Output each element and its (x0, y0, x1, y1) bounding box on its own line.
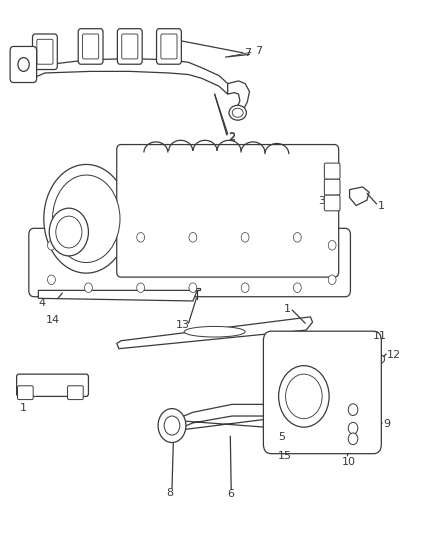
Polygon shape (28, 59, 228, 94)
Text: 8: 8 (166, 488, 173, 498)
Circle shape (189, 232, 197, 242)
Text: 11: 11 (373, 332, 387, 342)
FancyBboxPatch shape (117, 144, 339, 277)
Polygon shape (363, 340, 368, 349)
Circle shape (56, 216, 82, 248)
Circle shape (286, 374, 322, 419)
Text: 2: 2 (229, 132, 236, 142)
Text: 15: 15 (278, 451, 292, 462)
Text: 1: 1 (284, 304, 291, 314)
Polygon shape (173, 405, 279, 431)
FancyBboxPatch shape (78, 29, 103, 64)
Circle shape (279, 366, 329, 427)
Polygon shape (350, 187, 369, 206)
Circle shape (241, 232, 249, 242)
Text: 4: 4 (39, 297, 46, 308)
FancyBboxPatch shape (67, 386, 83, 400)
FancyBboxPatch shape (17, 374, 88, 397)
FancyBboxPatch shape (324, 179, 340, 195)
Text: 13: 13 (176, 320, 190, 330)
FancyBboxPatch shape (18, 386, 33, 400)
Circle shape (18, 58, 29, 71)
Text: 5: 5 (278, 432, 285, 442)
Text: 1: 1 (20, 402, 27, 413)
Circle shape (328, 240, 336, 250)
Text: 1: 1 (378, 200, 385, 211)
Polygon shape (117, 317, 313, 349)
Circle shape (47, 275, 55, 285)
Ellipse shape (184, 326, 245, 337)
FancyBboxPatch shape (156, 29, 181, 64)
Text: 14: 14 (46, 314, 60, 325)
Text: 6: 6 (228, 489, 235, 499)
Circle shape (348, 433, 358, 445)
Polygon shape (39, 290, 197, 301)
Text: 12: 12 (387, 350, 401, 360)
Polygon shape (228, 81, 250, 114)
Circle shape (348, 404, 358, 416)
FancyBboxPatch shape (32, 34, 57, 69)
Polygon shape (371, 354, 385, 363)
Circle shape (293, 283, 301, 293)
Circle shape (158, 409, 186, 442)
Text: 10: 10 (342, 457, 356, 466)
Circle shape (85, 232, 92, 242)
Circle shape (137, 232, 145, 242)
Text: 7: 7 (244, 48, 251, 58)
Text: 9: 9 (383, 419, 390, 429)
Polygon shape (194, 288, 200, 290)
FancyBboxPatch shape (10, 46, 37, 83)
FancyBboxPatch shape (122, 34, 138, 59)
Circle shape (49, 208, 88, 256)
FancyBboxPatch shape (324, 195, 340, 211)
FancyBboxPatch shape (29, 228, 350, 297)
Text: 7: 7 (255, 46, 262, 56)
Text: 3: 3 (318, 196, 325, 206)
FancyBboxPatch shape (324, 163, 340, 179)
Ellipse shape (232, 108, 243, 117)
Circle shape (164, 416, 180, 435)
Circle shape (348, 422, 358, 434)
Circle shape (85, 283, 92, 293)
FancyBboxPatch shape (37, 39, 53, 64)
FancyBboxPatch shape (117, 29, 142, 64)
Circle shape (47, 240, 55, 250)
Circle shape (293, 232, 301, 242)
FancyBboxPatch shape (263, 331, 381, 454)
Circle shape (189, 283, 197, 293)
Ellipse shape (229, 106, 247, 120)
Circle shape (137, 283, 145, 293)
Circle shape (328, 275, 336, 285)
FancyBboxPatch shape (82, 34, 99, 59)
Ellipse shape (44, 165, 129, 273)
Text: 2: 2 (228, 133, 235, 143)
Ellipse shape (53, 175, 120, 263)
FancyBboxPatch shape (161, 34, 177, 59)
Circle shape (241, 283, 249, 293)
